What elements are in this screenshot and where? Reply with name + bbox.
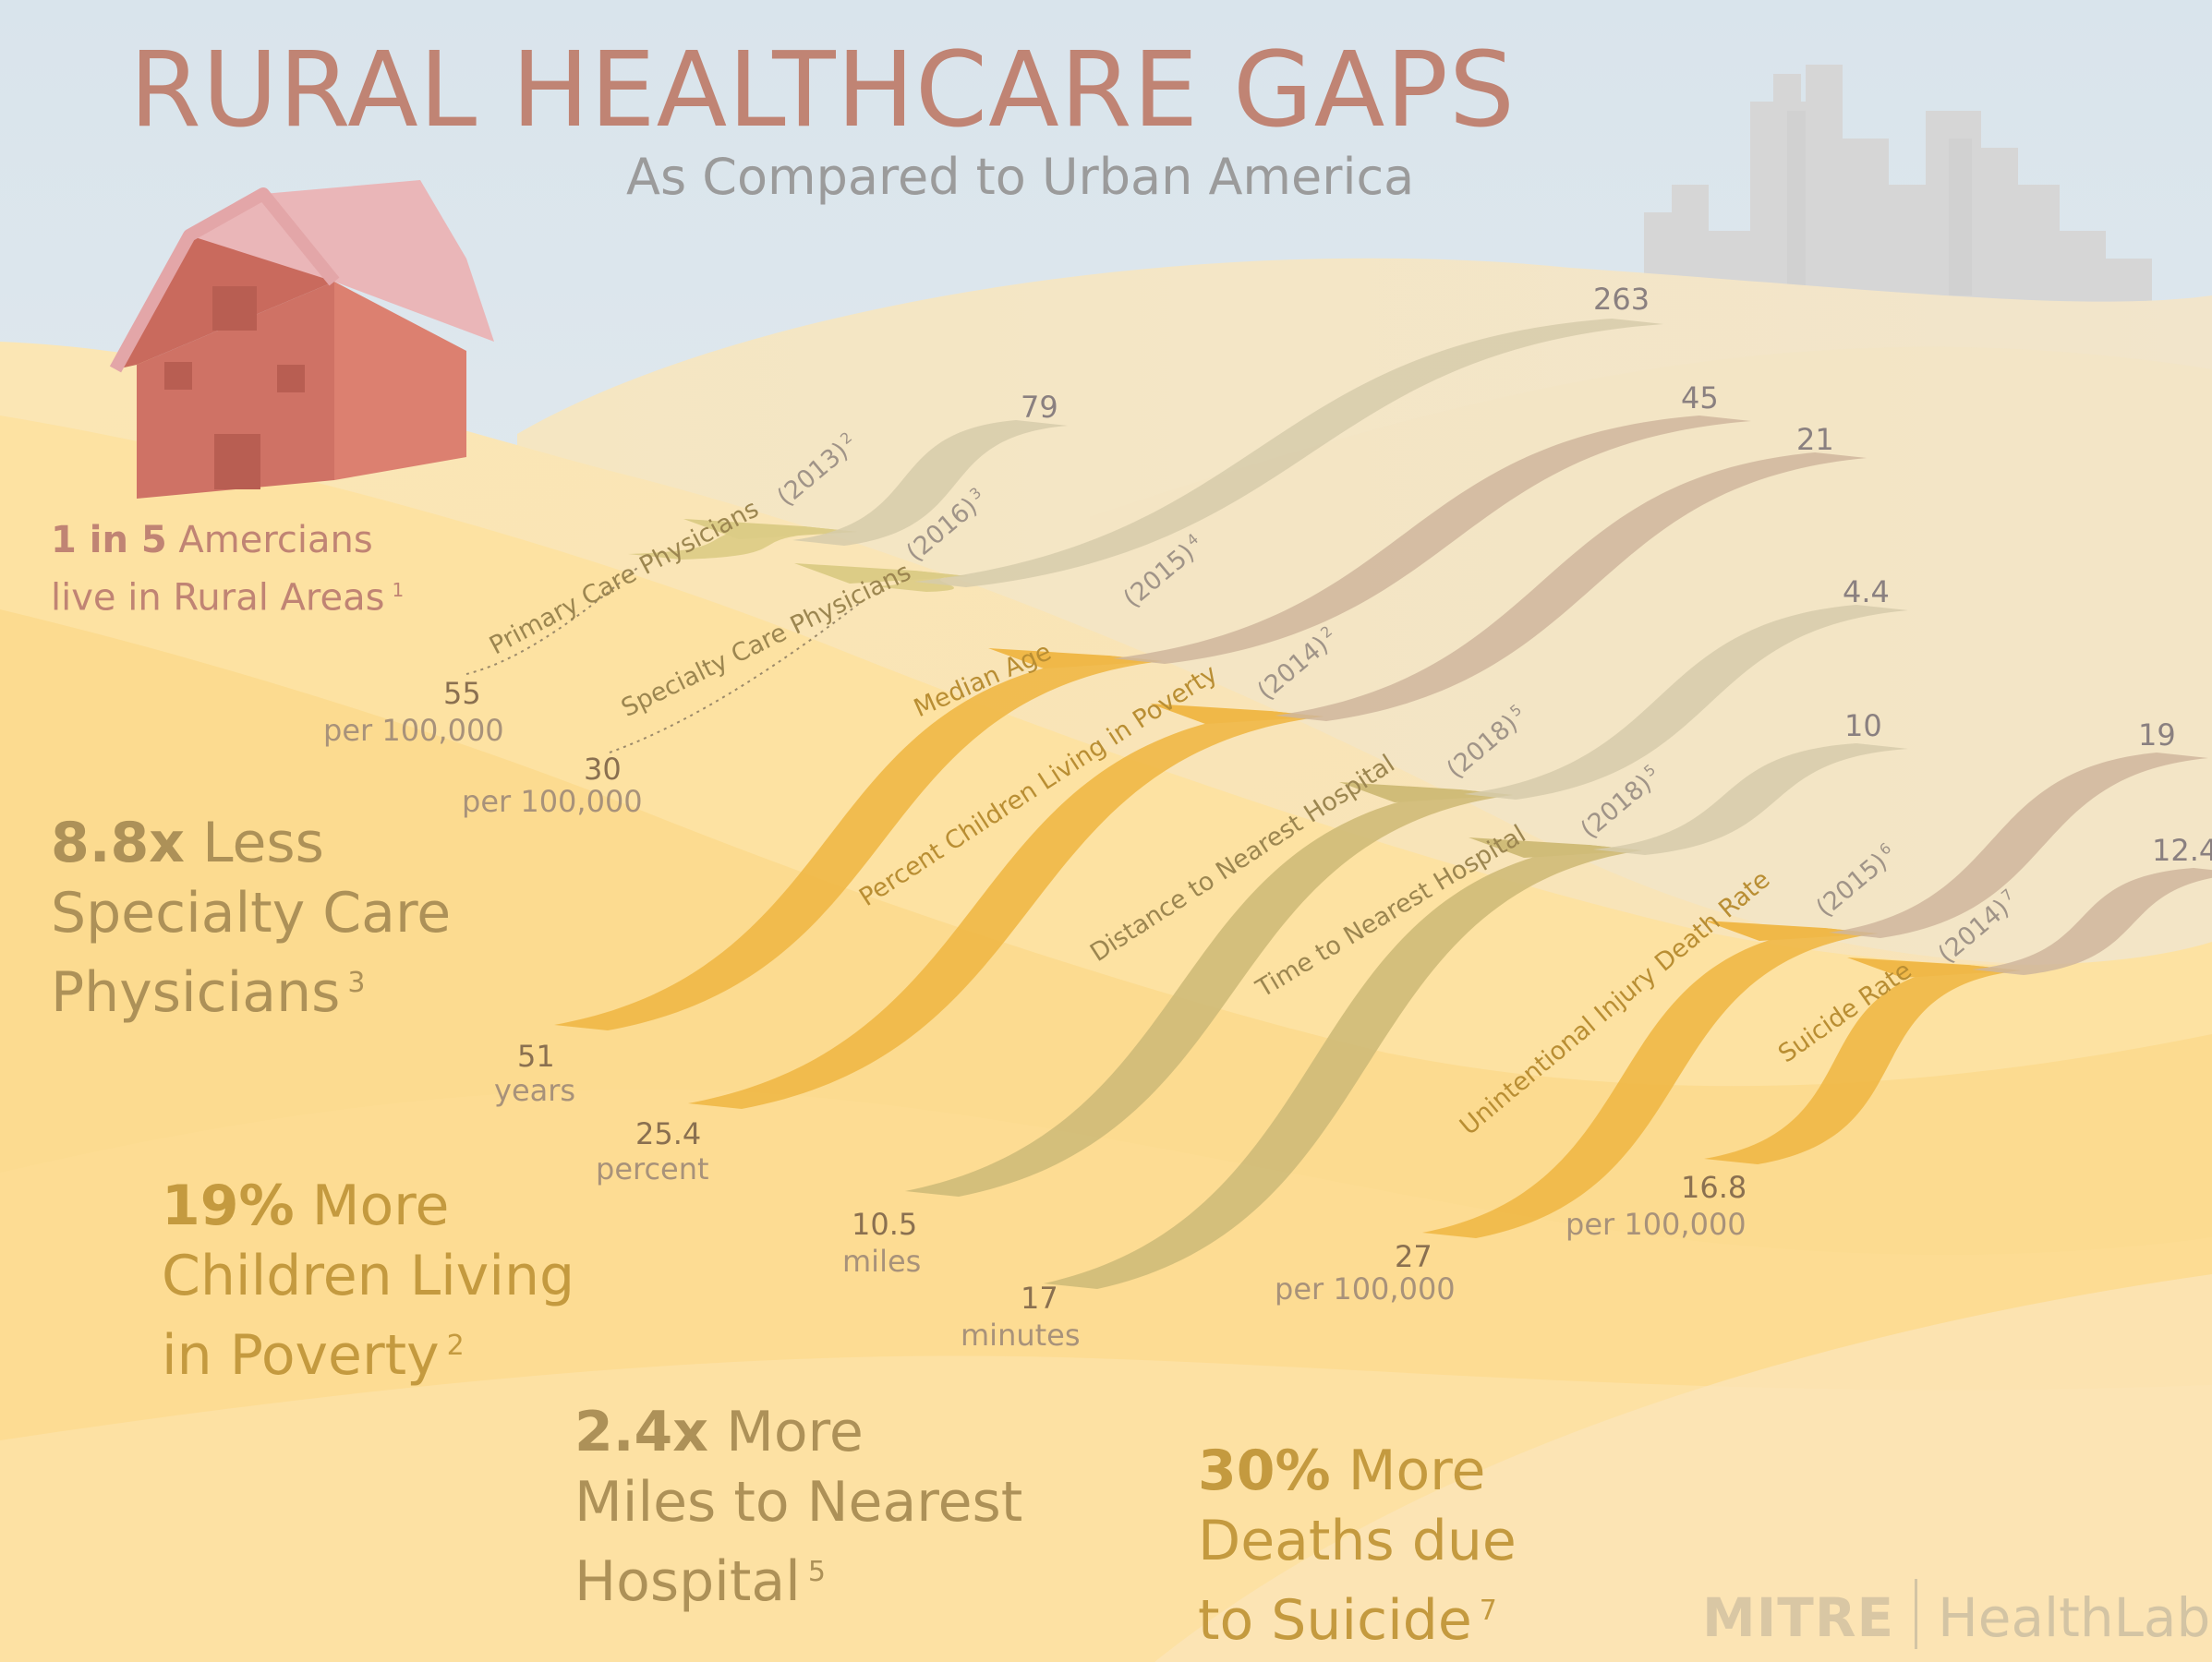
urban-value-7: 19 bbox=[2138, 717, 2176, 753]
rural-value-1: 55 bbox=[443, 676, 481, 711]
callout-suicide-line2: Deaths due bbox=[1198, 1509, 1517, 1573]
callout-poverty-bold: 19% bbox=[162, 1174, 295, 1238]
callout-hospital-distance: 2.4x More Miles to Nearest Hospital 5 bbox=[574, 1397, 1022, 1617]
urban-bar-8 bbox=[1972, 868, 2212, 975]
rural-value-7: 27 bbox=[1395, 1239, 1432, 1274]
rural-bar-cap-1 bbox=[683, 519, 857, 539]
leader-line-2 bbox=[609, 599, 864, 753]
rural-bar-8 bbox=[1704, 965, 2021, 1164]
callout-distance-line2: Miles to Nearest bbox=[574, 1470, 1023, 1535]
rural-bar-6 bbox=[1044, 845, 1642, 1289]
rural-value-3: 51 bbox=[517, 1039, 555, 1074]
callout-suicide: 30% More Deaths due to Suicide 7 bbox=[1198, 1436, 1517, 1656]
rural-unit-3: years bbox=[494, 1073, 576, 1108]
callout-suicide-word: More bbox=[1348, 1439, 1486, 1503]
rural-bar-cap-8 bbox=[1847, 957, 2021, 978]
logo-healthlab: HealthLab bbox=[1938, 1586, 2211, 1650]
rural-population-rest: Amercians bbox=[178, 519, 373, 561]
urban-bar-6 bbox=[1593, 743, 1908, 855]
rural-unit-2: per 100,000 bbox=[462, 784, 643, 819]
logo-mitre: MITRE bbox=[1702, 1586, 1895, 1650]
urban-bar-2 bbox=[914, 319, 1663, 587]
callout-distance-word: More bbox=[726, 1400, 864, 1464]
logo-divider bbox=[1915, 1579, 1918, 1649]
rural-unit-1: per 100,000 bbox=[323, 713, 504, 748]
rural-bar-cap-4 bbox=[1150, 704, 1324, 724]
urban-value-4: 21 bbox=[1796, 422, 1834, 457]
rural-bar-5 bbox=[905, 789, 1513, 1197]
callout-poverty-ref: 2 bbox=[446, 1330, 465, 1362]
rural-value-6: 17 bbox=[1021, 1281, 1058, 1316]
rural-population-stat: 1 in 5 Amercians live in Rural Areas 1 bbox=[51, 515, 404, 622]
rural-bar-cap-7 bbox=[1704, 921, 1878, 941]
urban-bar-1 bbox=[792, 420, 1068, 546]
leader-line-1 bbox=[465, 567, 638, 675]
callout-suicide-bold: 30% bbox=[1198, 1439, 1331, 1503]
urban-bar-7 bbox=[1829, 753, 2208, 938]
barn-illustration bbox=[109, 180, 494, 499]
urban-value-3: 45 bbox=[1681, 380, 1719, 416]
rural-unit-4: percent bbox=[596, 1151, 709, 1186]
callout-distance-ref: 5 bbox=[807, 1556, 826, 1588]
rural-value-8: 16.8 bbox=[1681, 1170, 1747, 1205]
callout-suicide-line3: to Suicide bbox=[1198, 1588, 1472, 1653]
callout-specialty-ref: 3 bbox=[347, 967, 366, 999]
rural-unit-6: minutes bbox=[961, 1318, 1081, 1353]
callout-distance-bold: 2.4x bbox=[574, 1400, 708, 1464]
page-title: RURAL HEALTHCARE GAPS bbox=[129, 30, 1516, 151]
rural-bar-7 bbox=[1422, 928, 1878, 1238]
urban-bar-4 bbox=[1275, 452, 1867, 721]
rural-unit-7: per 100,000 bbox=[1275, 1271, 1456, 1307]
rural-bar-cap-5 bbox=[1339, 782, 1513, 802]
callout-specialty-line2: Specialty Care bbox=[51, 881, 452, 945]
urban-value-8: 12.4 bbox=[2152, 833, 2212, 868]
urban-bar-5 bbox=[1464, 605, 1908, 800]
rural-bar-4 bbox=[688, 711, 1324, 1109]
mitre-healthlab-logo: MITRE HealthLab bbox=[1702, 1579, 2211, 1656]
callout-poverty-word: More bbox=[311, 1174, 450, 1238]
rural-value-5: 10.5 bbox=[852, 1207, 918, 1242]
rural-bar-cap-6 bbox=[1469, 837, 1642, 858]
callout-specialty-line3: Physicians bbox=[51, 960, 341, 1025]
rural-unit-8: per 100,000 bbox=[1565, 1207, 1747, 1242]
rural-population-line2: live in Rural Areas bbox=[51, 576, 385, 620]
urban-value-2: 263 bbox=[1593, 282, 1650, 317]
rural-value-4: 25.4 bbox=[635, 1116, 702, 1151]
urban-value-5: 4.4 bbox=[1843, 574, 1890, 609]
rural-bar-cap-3 bbox=[988, 648, 1162, 668]
callout-distance-line3: Hospital bbox=[574, 1549, 801, 1614]
callout-child-poverty: 19% More Children Living in Poverty 2 bbox=[162, 1171, 574, 1391]
page-subtitle: As Compared to Urban America bbox=[626, 148, 1415, 206]
urban-value-6: 10 bbox=[1844, 708, 1882, 743]
rural-value-2: 30 bbox=[584, 752, 622, 787]
urban-value-1: 79 bbox=[1021, 390, 1058, 425]
callout-specialty-word: Less bbox=[202, 811, 324, 875]
rural-population-ref: 1 bbox=[392, 579, 405, 601]
callout-specialty-bold: 8.8x bbox=[51, 811, 185, 875]
callout-poverty-line2: Children Living bbox=[162, 1244, 575, 1308]
callout-specialty-care: 8.8x Less Specialty Care Physicians 3 bbox=[51, 808, 451, 1028]
urban-bar-3 bbox=[1113, 416, 1751, 664]
rural-bar-3 bbox=[554, 656, 1162, 1030]
rural-bar-cap-2 bbox=[794, 563, 968, 584]
rural-unit-5: miles bbox=[842, 1244, 922, 1279]
callout-poverty-line3: in Poverty bbox=[162, 1323, 440, 1388]
rural-population-bold: 1 in 5 bbox=[51, 519, 167, 561]
callout-suicide-ref: 7 bbox=[1479, 1595, 1497, 1627]
